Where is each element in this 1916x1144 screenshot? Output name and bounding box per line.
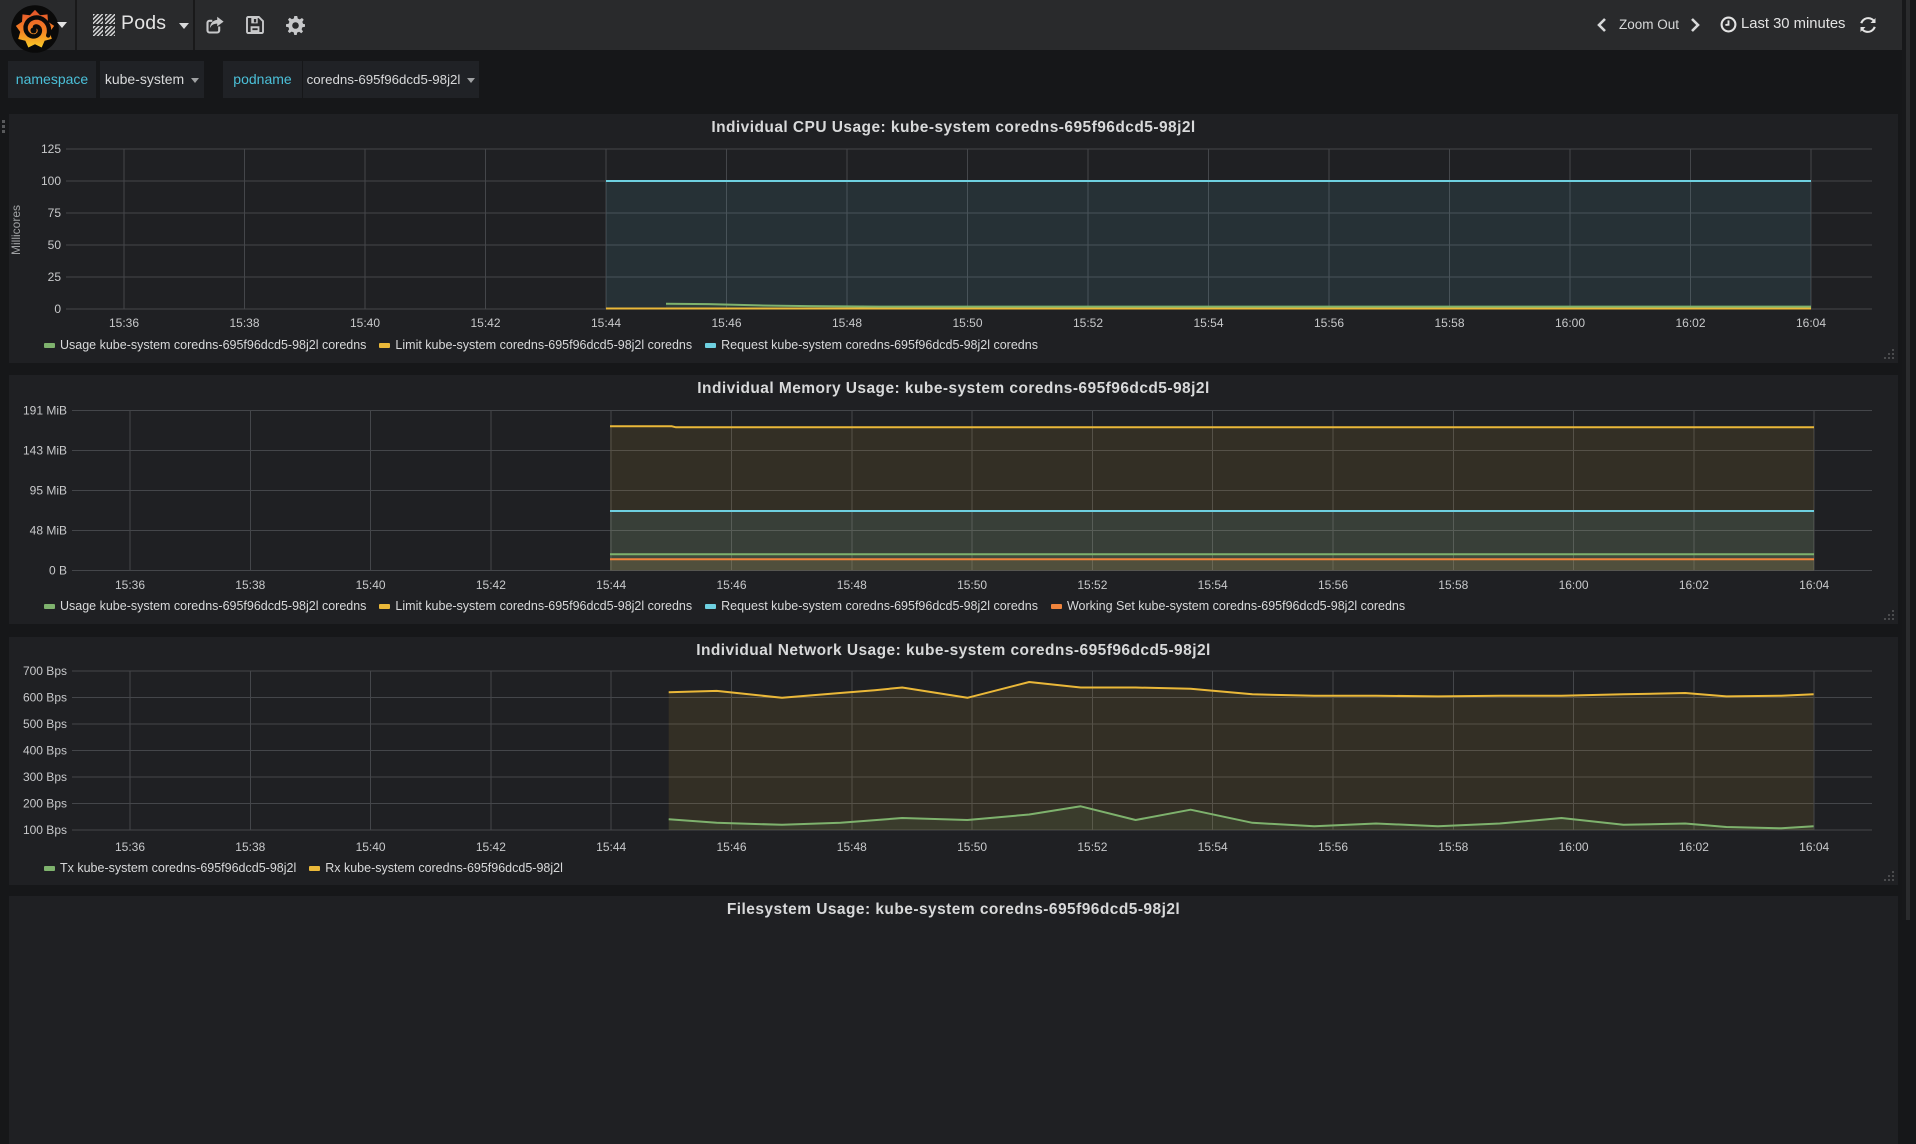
- svg-text:16:02: 16:02: [1679, 578, 1709, 592]
- svg-text:15:44: 15:44: [596, 840, 626, 854]
- svg-text:15:48: 15:48: [832, 316, 862, 330]
- svg-text:15:54: 15:54: [1198, 578, 1228, 592]
- svg-text:600 Bps: 600 Bps: [23, 691, 67, 705]
- svg-text:15:36: 15:36: [115, 578, 145, 592]
- svg-text:15:40: 15:40: [350, 316, 380, 330]
- svg-text:100: 100: [41, 174, 61, 188]
- svg-text:15:42: 15:42: [470, 316, 500, 330]
- svg-text:15:48: 15:48: [837, 840, 867, 854]
- svg-text:15:52: 15:52: [1077, 578, 1107, 592]
- svg-text:50: 50: [48, 238, 62, 252]
- svg-text:15:44: 15:44: [591, 316, 621, 330]
- svg-text:143 MiB: 143 MiB: [23, 444, 67, 458]
- svg-text:100 Bps: 100 Bps: [23, 823, 67, 837]
- svg-text:15:46: 15:46: [716, 578, 746, 592]
- svg-text:15:54: 15:54: [1193, 316, 1223, 330]
- svg-text:75: 75: [48, 206, 62, 220]
- svg-text:15:50: 15:50: [952, 316, 982, 330]
- svg-text:15:40: 15:40: [356, 840, 386, 854]
- svg-text:0: 0: [54, 302, 61, 316]
- svg-text:48 MiB: 48 MiB: [30, 524, 67, 538]
- svg-text:15:58: 15:58: [1438, 840, 1468, 854]
- svg-text:700 Bps: 700 Bps: [23, 664, 67, 678]
- svg-text:15:48: 15:48: [837, 578, 867, 592]
- svg-text:Millicores: Millicores: [9, 205, 23, 255]
- svg-text:15:38: 15:38: [229, 316, 259, 330]
- svg-text:15:36: 15:36: [115, 840, 145, 854]
- svg-text:16:02: 16:02: [1675, 316, 1705, 330]
- svg-text:15:36: 15:36: [109, 316, 139, 330]
- svg-text:200 Bps: 200 Bps: [23, 797, 67, 811]
- svg-text:15:46: 15:46: [716, 840, 746, 854]
- svg-text:15:56: 15:56: [1318, 840, 1348, 854]
- svg-text:15:52: 15:52: [1073, 316, 1103, 330]
- svg-text:16:00: 16:00: [1555, 316, 1585, 330]
- svg-text:15:50: 15:50: [957, 840, 987, 854]
- svg-text:125: 125: [41, 142, 61, 156]
- svg-text:15:56: 15:56: [1314, 316, 1344, 330]
- svg-text:16:02: 16:02: [1679, 840, 1709, 854]
- svg-text:25: 25: [48, 270, 62, 284]
- svg-text:16:00: 16:00: [1559, 840, 1589, 854]
- svg-text:15:58: 15:58: [1434, 316, 1464, 330]
- svg-text:15:38: 15:38: [235, 840, 265, 854]
- svg-text:500 Bps: 500 Bps: [23, 717, 67, 731]
- svg-text:400 Bps: 400 Bps: [23, 744, 67, 758]
- svg-text:16:04: 16:04: [1799, 578, 1829, 592]
- svg-text:16:04: 16:04: [1796, 316, 1826, 330]
- svg-text:15:54: 15:54: [1198, 840, 1228, 854]
- svg-text:16:00: 16:00: [1559, 578, 1589, 592]
- svg-text:15:44: 15:44: [596, 578, 626, 592]
- svg-text:191 MiB: 191 MiB: [23, 404, 67, 418]
- svg-text:15:58: 15:58: [1438, 578, 1468, 592]
- svg-text:15:52: 15:52: [1077, 840, 1107, 854]
- svg-text:15:40: 15:40: [356, 578, 386, 592]
- svg-text:15:38: 15:38: [235, 578, 265, 592]
- svg-text:15:42: 15:42: [476, 578, 506, 592]
- svg-text:95 MiB: 95 MiB: [30, 484, 67, 498]
- svg-text:300 Bps: 300 Bps: [23, 770, 67, 784]
- svg-text:15:56: 15:56: [1318, 578, 1348, 592]
- svg-text:15:50: 15:50: [957, 578, 987, 592]
- svg-text:16:04: 16:04: [1799, 840, 1829, 854]
- svg-text:15:42: 15:42: [476, 840, 506, 854]
- svg-text:0 B: 0 B: [49, 564, 67, 578]
- svg-text:15:46: 15:46: [711, 316, 741, 330]
